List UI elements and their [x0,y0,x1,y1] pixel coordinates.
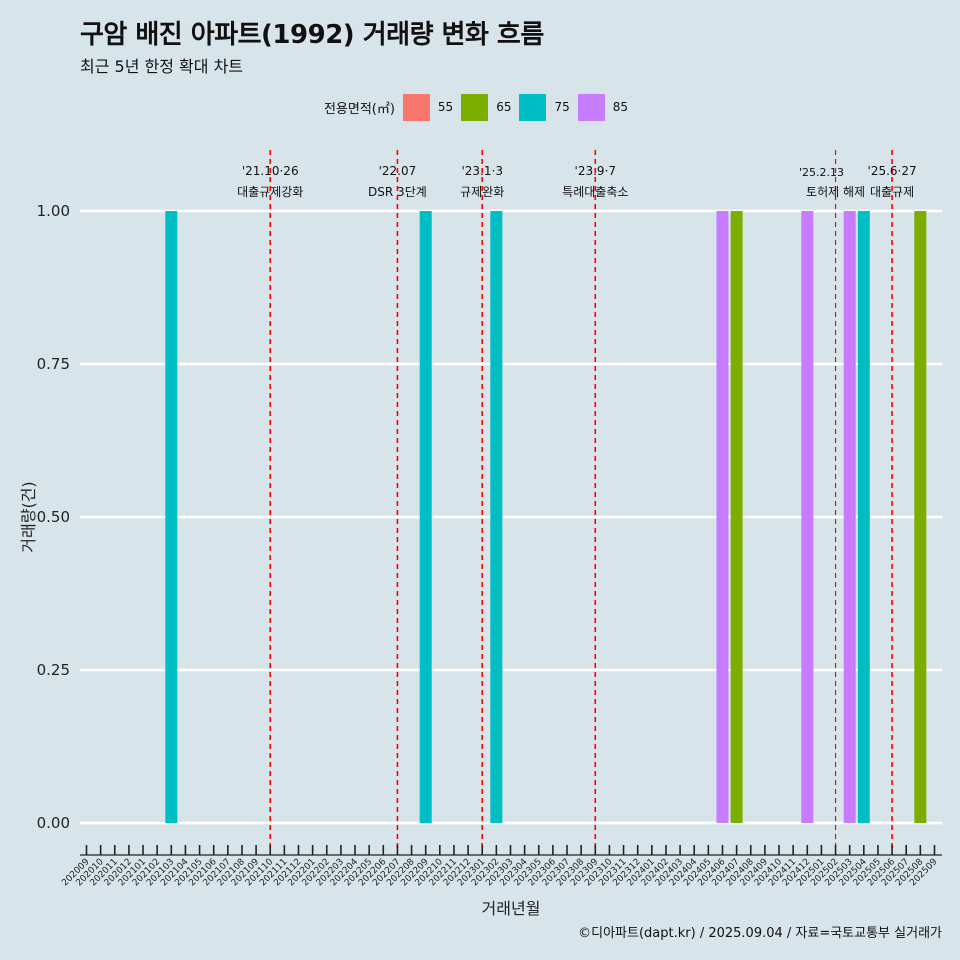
legend-label-75: 75 [554,100,570,114]
y-tick-label: 0.00 [37,814,70,832]
bar-75-202302 [490,211,503,823]
legend-swatch-65 [461,93,489,121]
event-label: 특례대출축소 [562,185,628,199]
event-date: '23.9·7 [575,164,616,178]
y-tick-label: 1.00 [37,202,70,220]
y-axis-title: 거래량(건) [19,481,38,552]
bar-85-202406 [716,211,729,823]
event-date: '25.2.13 [799,166,844,179]
legend-item-85: 85 [577,93,629,121]
legend-item-55: 55 [402,93,454,121]
source-caption: ©디아파트(dapt.kr) / 2025.09.04 / 자료=국토교통부 실… [578,926,942,941]
legend-label-55: 55 [437,100,454,114]
event-label: 규제완화 [460,185,504,199]
legend-item-75: 75 [519,93,570,121]
bar-65-202407 [730,211,743,823]
y-tick-label: 0.50 [37,508,70,526]
y-tick-label: 0.75 [37,355,70,373]
bar-75-202504 [857,211,870,823]
event-date: '21.10·26 [242,164,299,178]
legend-swatch-75 [519,93,547,121]
legend-swatch-55 [402,93,430,121]
bar-75-202103 [165,211,178,823]
event-label: 대출규제 [870,185,914,199]
legend-label-85: 85 [612,100,629,114]
event-label: DSR 3단계 [368,185,427,199]
event-label: 대출규제강화 [237,185,303,199]
bar-65-202508 [914,211,927,823]
chart-title: 구암 배진 아파트(1992) 거래량 변화 흐름 [80,20,544,50]
legend: 전용면적(㎡) 55 65 75 85 [0,92,960,122]
event-date: '23.1·3 [461,164,502,178]
event-label: 토허제 해제 [806,185,865,199]
legend-item-65: 65 [461,93,512,121]
event-date: '22.07 [379,164,417,178]
legend-label-65: 65 [496,100,512,114]
event-date: '25.6·27 [868,164,917,178]
x-axis-title: 거래년월 [482,899,541,918]
bar-85-202503 [843,211,856,823]
y-tick-label: 0.25 [37,661,70,679]
legend-title: 전용면적(㎡) [323,101,395,117]
bar-85-202412 [801,211,814,823]
bar-75-202209 [419,211,432,823]
chart-subtitle: 최근 5년 한정 확대 차트 [80,57,244,76]
legend-swatch-85 [577,93,605,121]
